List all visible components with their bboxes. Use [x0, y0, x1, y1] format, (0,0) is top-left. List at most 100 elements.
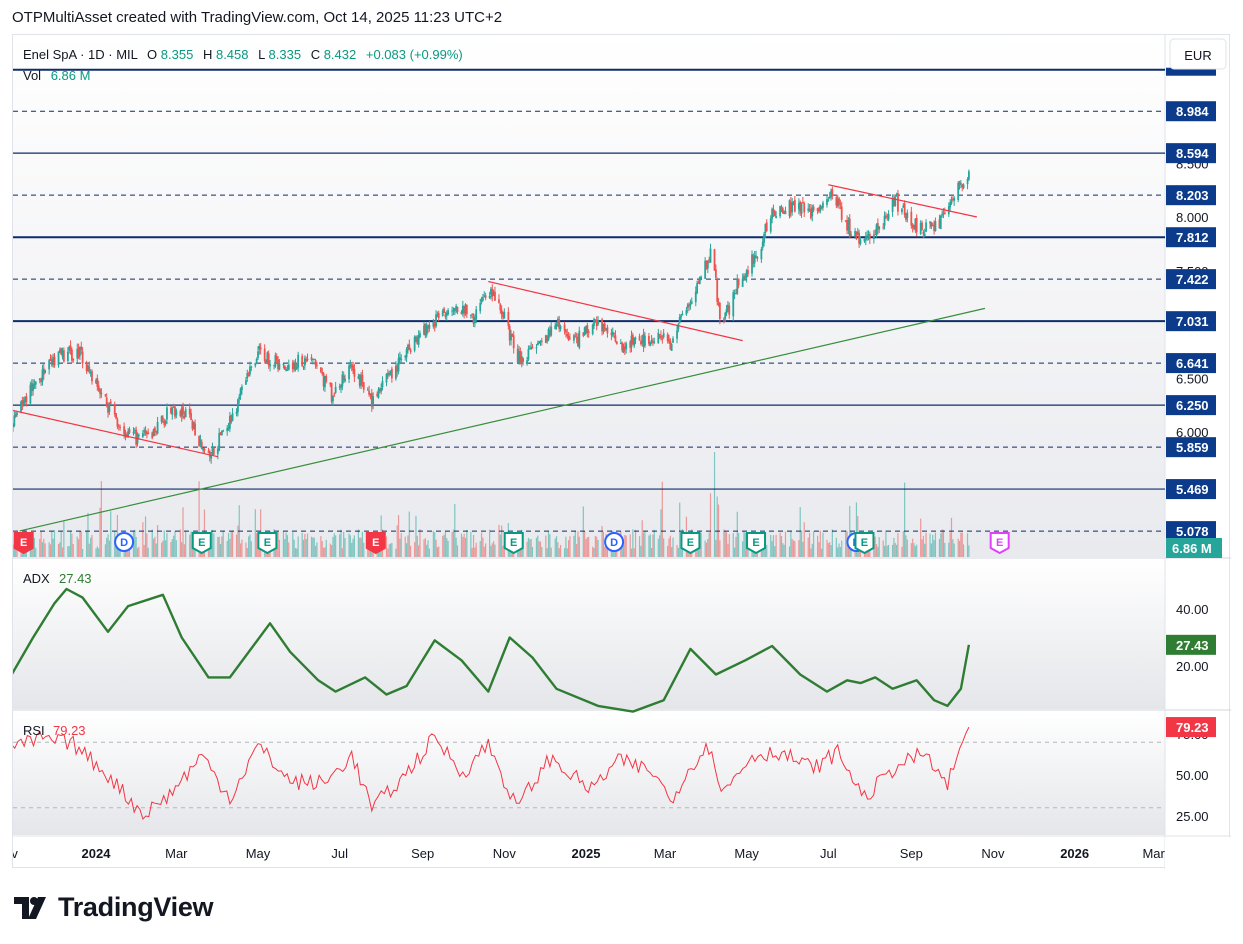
volume-bar [463, 533, 465, 557]
candle-body [143, 430, 146, 432]
candle-body [135, 429, 138, 445]
candle-body [800, 202, 803, 214]
candle-body [451, 310, 454, 312]
candle-body [958, 181, 961, 186]
volume-bar [716, 496, 718, 557]
volume-bar [582, 506, 584, 557]
candle-body [819, 204, 822, 212]
candle-body [192, 422, 195, 429]
candle-body [200, 441, 203, 449]
candle-body [362, 382, 365, 390]
candle-body [921, 222, 923, 230]
candle-body [761, 241, 764, 248]
volume-bar [629, 534, 631, 557]
candle-body [425, 325, 428, 336]
red-trendline [828, 184, 978, 218]
volume-bar [452, 529, 455, 557]
candle-body [443, 308, 445, 313]
volume-bar [432, 531, 434, 557]
adx-legend-label: ADX [23, 571, 50, 586]
candle-body [512, 335, 515, 349]
candle-body [183, 415, 186, 418]
candle-body [594, 319, 597, 321]
time-tick-label: May [246, 846, 271, 861]
volume-bar [960, 532, 962, 557]
price-level-badge [1166, 479, 1216, 500]
volume-bar [875, 544, 878, 557]
candle-body [62, 350, 65, 362]
volume-bar [314, 545, 317, 557]
volume-bar [576, 544, 578, 557]
candle-body [34, 381, 37, 385]
candle-body [827, 199, 830, 201]
time-tick-label: Nov [981, 846, 1005, 861]
candle-body [544, 335, 547, 343]
rsi-pane-background [13, 711, 1165, 835]
candle-body [511, 333, 514, 337]
candle-body [265, 360, 267, 363]
volume-bar [423, 539, 425, 557]
volume-bar [490, 545, 492, 557]
volume-bar [391, 542, 393, 557]
candle-body [274, 355, 277, 367]
candle-body [475, 309, 478, 320]
adx-tick-label: 40.00 [1176, 602, 1209, 617]
volume-bar [715, 539, 717, 557]
candle-body [302, 366, 305, 368]
volume-bar [593, 548, 595, 557]
event-marker-label: D [120, 537, 128, 549]
volume-bar [705, 542, 708, 557]
candle-body [526, 360, 528, 364]
trendlines[interactable] [12, 184, 986, 532]
candle-body [737, 278, 740, 286]
volume-bar [644, 530, 646, 557]
candle-body [625, 343, 628, 350]
candle-body [694, 291, 697, 303]
candle-body [259, 347, 262, 350]
earnings-marker-icon [989, 532, 1010, 555]
candle-body [137, 434, 140, 436]
candle-body [728, 305, 731, 315]
volume-bar [566, 548, 568, 557]
candle-body [330, 383, 333, 402]
volume-bar [527, 537, 530, 557]
candle-body [911, 224, 914, 228]
candle-body [399, 357, 401, 361]
tradingview-logo[interactable]: TradingView [14, 892, 214, 923]
volume-bar [33, 537, 36, 557]
candle-body [929, 221, 931, 224]
candle-body [886, 216, 889, 218]
volume-bar [416, 535, 418, 557]
candle-body [220, 430, 223, 436]
candle-body [704, 260, 707, 279]
candle-body [772, 208, 775, 212]
volume-bar [660, 509, 662, 557]
candle-body [836, 199, 839, 206]
candle-body [713, 249, 716, 271]
candle-body [488, 296, 491, 298]
candle-body [151, 432, 154, 439]
volume-bar [526, 541, 528, 557]
volume-bar [494, 544, 496, 557]
candle-body [235, 411, 238, 414]
volume-bar [837, 547, 839, 557]
volume-bar [182, 507, 184, 557]
candle-body [957, 182, 960, 200]
candle-body [277, 359, 279, 370]
candle-body [597, 319, 599, 325]
price-level-badge-label: 6.250 [1176, 398, 1209, 413]
volume-bar [99, 507, 101, 557]
volume-bar [248, 536, 250, 557]
candle-body [611, 331, 614, 336]
volume-bar [810, 548, 812, 557]
volume-bar [531, 546, 534, 557]
volume-bar [831, 529, 833, 557]
currency-button[interactable]: EUR [1169, 38, 1227, 70]
volume-bar [471, 547, 473, 557]
volume-bar [424, 538, 426, 557]
main-legend[interactable]: Enel SpA · 1D · MIL O 8.355 H 8.458 L 8.… [23, 47, 463, 83]
attribution-text: OTPMultiAsset created with TradingView.c… [12, 9, 503, 26]
volume-bar [792, 540, 795, 557]
